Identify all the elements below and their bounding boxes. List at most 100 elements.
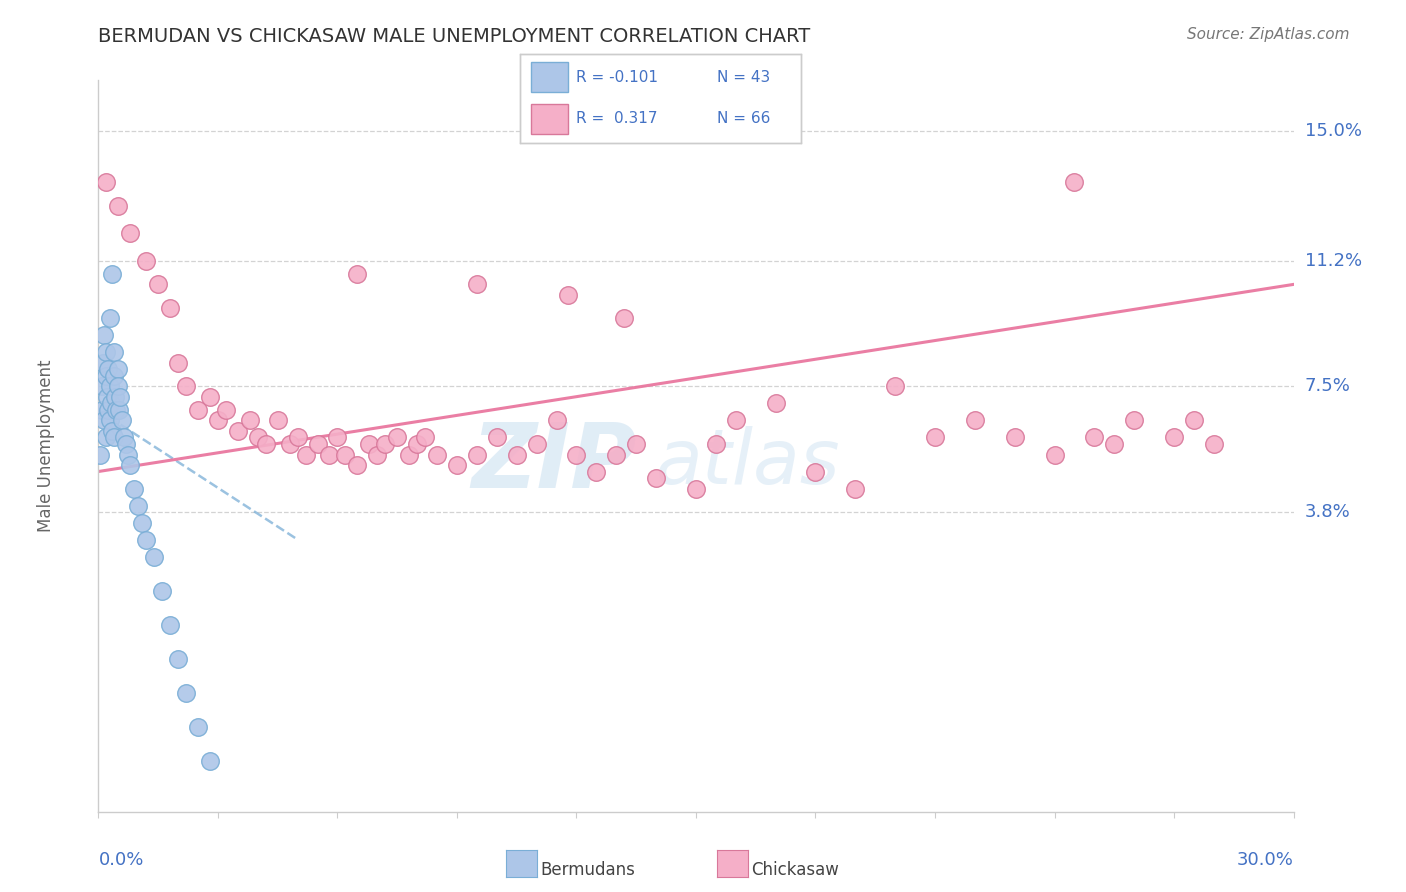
Point (704, 437, 727, 451)
Point (108, 403, 131, 417)
Point (187, 720, 209, 734)
Point (91, 356, 114, 370)
Point (267, 413, 290, 427)
Point (374, 437, 396, 451)
Point (135, 533, 157, 547)
Point (246, 430, 269, 444)
Point (101, 424, 124, 438)
Text: 15.0%: 15.0% (1305, 122, 1361, 140)
Point (98, 379, 121, 393)
Text: R =  0.317: R = 0.317 (576, 112, 658, 126)
Point (1123, 413, 1146, 427)
Bar (531, 62, 568, 92)
Point (98, 413, 122, 427)
Point (167, 651, 190, 665)
Point (278, 437, 301, 451)
Point (804, 465, 827, 479)
Point (465, 277, 488, 292)
Text: Bermudans: Bermudans (540, 861, 634, 879)
Point (326, 430, 349, 444)
Point (198, 390, 221, 404)
Point (366, 448, 388, 462)
Point (398, 448, 420, 462)
Point (103, 430, 125, 444)
Point (110, 390, 132, 404)
Point (143, 549, 166, 564)
Point (844, 482, 866, 496)
Text: BERMUDAN VS CHICKASAW MALE UNEMPLOYMENT CORRELATION CHART: BERMUDAN VS CHICKASAW MALE UNEMPLOYMENT … (98, 27, 811, 45)
Point (159, 301, 181, 316)
Point (335, 448, 357, 462)
Point (624, 437, 647, 451)
Point (148, 277, 170, 292)
Point (124, 482, 146, 496)
Point (120, 458, 142, 472)
Point (1004, 430, 1026, 444)
Point (111, 413, 134, 427)
Point (150, 583, 173, 598)
Point (526, 437, 548, 451)
Text: Source: ZipAtlas.com: Source: ZipAtlas.com (1187, 27, 1350, 42)
Point (96, 345, 118, 359)
Point (131, 516, 153, 530)
Point (346, 267, 368, 281)
Point (98, 311, 122, 326)
Point (167, 356, 190, 370)
Point (93, 413, 115, 427)
Point (198, 754, 221, 768)
Point (97, 403, 120, 417)
Point (207, 413, 229, 427)
Text: 30.0%: 30.0% (1237, 851, 1294, 869)
Point (174, 379, 197, 393)
Point (105, 403, 128, 417)
Point (94, 369, 117, 384)
Text: 0.0%: 0.0% (98, 851, 143, 869)
Point (413, 430, 436, 444)
Text: R = -0.101: R = -0.101 (576, 70, 658, 85)
Point (426, 448, 449, 462)
Point (1182, 413, 1205, 427)
Point (287, 430, 309, 444)
Text: ZIP: ZIP (471, 419, 636, 507)
Point (135, 253, 157, 268)
Point (187, 403, 209, 417)
Text: atlas: atlas (657, 426, 841, 500)
Point (103, 345, 125, 359)
Point (103, 369, 125, 384)
Point (90, 403, 112, 417)
Point (96, 175, 118, 189)
Point (112, 430, 135, 444)
Point (318, 448, 340, 462)
Point (645, 471, 668, 485)
Point (101, 267, 124, 281)
Point (346, 458, 368, 472)
Text: 3.8%: 3.8% (1305, 503, 1350, 521)
Point (107, 362, 129, 376)
Point (215, 403, 238, 417)
Text: N = 66: N = 66 (717, 112, 770, 126)
Point (485, 430, 508, 444)
Point (1202, 437, 1225, 451)
Point (104, 390, 127, 404)
Point (1104, 437, 1126, 451)
Point (115, 437, 138, 451)
Point (93, 328, 115, 343)
Point (465, 448, 488, 462)
Text: 11.2%: 11.2% (1305, 252, 1362, 269)
Point (226, 424, 249, 438)
Point (765, 396, 787, 410)
Point (96, 390, 118, 404)
Point (1083, 430, 1105, 444)
Point (605, 448, 627, 462)
Point (359, 437, 381, 451)
Text: Chickasaw: Chickasaw (751, 861, 839, 879)
Point (120, 227, 142, 241)
Point (254, 437, 277, 451)
Point (307, 437, 329, 451)
Text: N = 43: N = 43 (717, 70, 770, 85)
Point (613, 311, 636, 326)
Point (557, 287, 579, 301)
Point (565, 448, 588, 462)
Point (724, 413, 747, 427)
Bar (531, 104, 568, 134)
